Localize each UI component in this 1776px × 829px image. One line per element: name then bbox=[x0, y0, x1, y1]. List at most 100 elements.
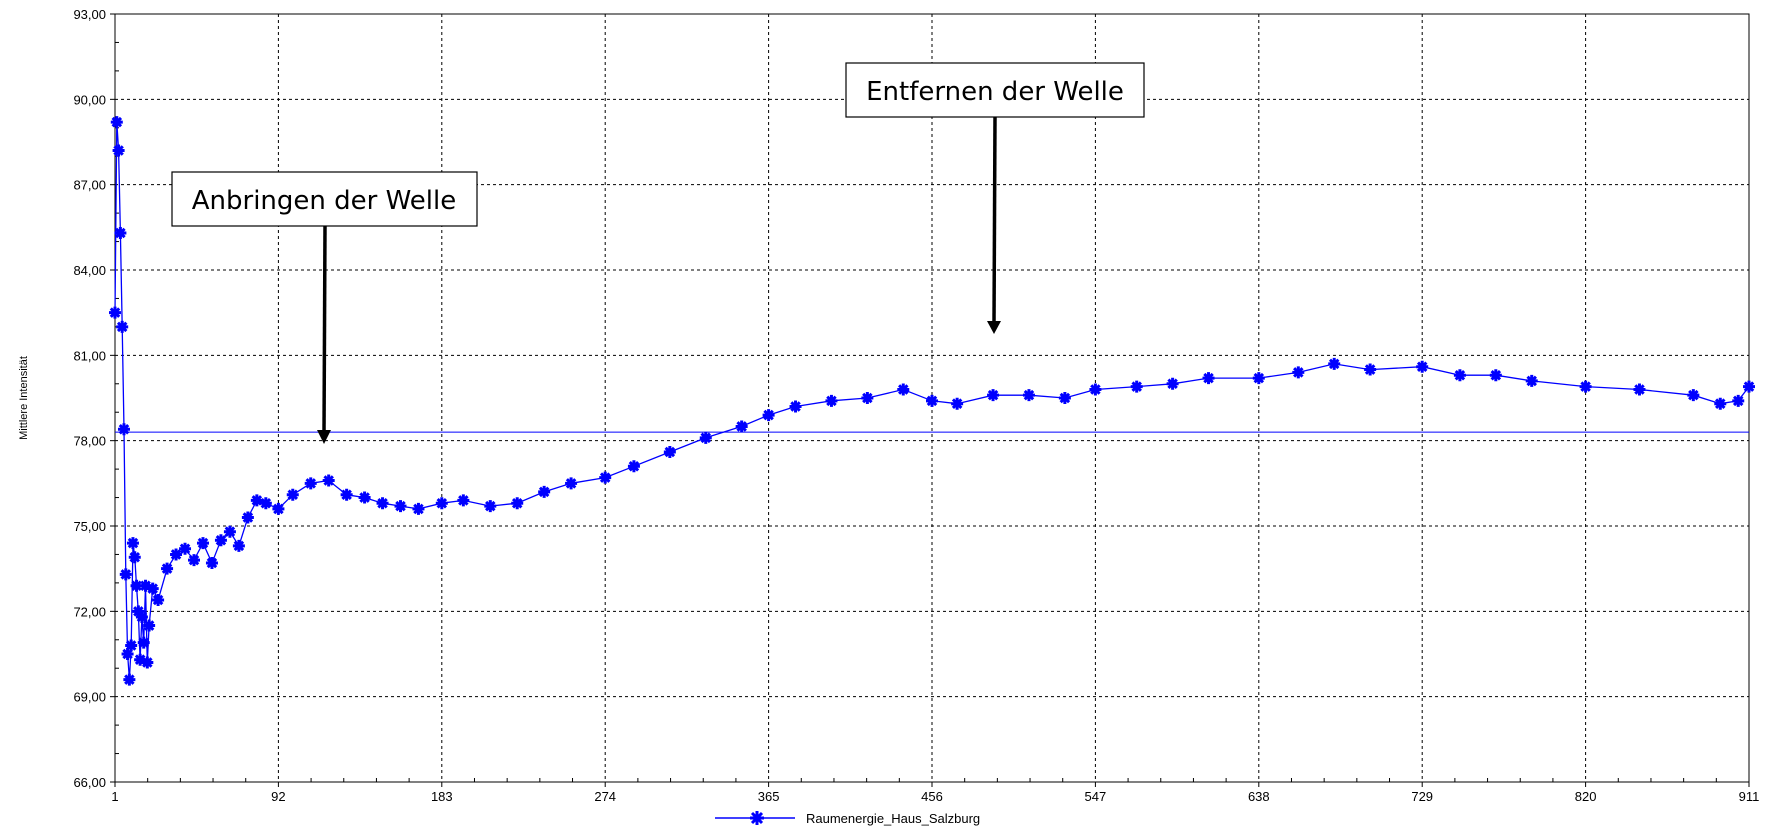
y-tick-label: 81,00 bbox=[73, 348, 106, 363]
data-point bbox=[1130, 380, 1143, 393]
x-tick-label: 547 bbox=[1085, 789, 1107, 804]
data-point bbox=[132, 605, 145, 618]
data-point bbox=[179, 542, 192, 555]
data-point bbox=[484, 500, 497, 513]
data-point bbox=[1364, 363, 1377, 376]
data-point bbox=[125, 639, 138, 652]
x-tick-label: 911 bbox=[1739, 789, 1760, 804]
x-tick-label: 820 bbox=[1575, 789, 1597, 804]
annotation-attach-arrow bbox=[322, 225, 327, 435]
data-point bbox=[825, 394, 838, 407]
data-point bbox=[394, 500, 407, 513]
data-point bbox=[1166, 377, 1179, 390]
y-tick-labels: 66,00 69,00 72,00 75,00 78,00 81,00 84,00 87,00… bbox=[73, 7, 106, 790]
data-point bbox=[259, 497, 272, 510]
y-tick-label: 75,00 bbox=[73, 519, 106, 534]
data-point bbox=[272, 502, 285, 515]
y-tick-label: 84,00 bbox=[73, 263, 106, 278]
annotation-remove-box bbox=[845, 62, 1145, 118]
series-markers bbox=[109, 116, 1755, 686]
data-point bbox=[599, 471, 612, 484]
data-point bbox=[1489, 369, 1502, 382]
data-point bbox=[112, 144, 125, 157]
data-point bbox=[1292, 366, 1305, 379]
data-point bbox=[128, 551, 141, 564]
x-tick-label: 183 bbox=[431, 789, 453, 804]
y-minor-ticks bbox=[115, 41, 119, 755]
data-point bbox=[117, 423, 130, 436]
data-point bbox=[135, 611, 148, 624]
x-tick-label: 1 bbox=[111, 789, 118, 804]
annotation-remove-arrow bbox=[992, 116, 997, 325]
data-point bbox=[358, 491, 371, 504]
data-point bbox=[286, 488, 299, 501]
data-point bbox=[141, 656, 154, 669]
annotation-attach-text: Anbringen der Welle bbox=[192, 186, 456, 216]
data-point bbox=[1579, 380, 1592, 393]
data-point bbox=[663, 446, 676, 459]
data-point bbox=[565, 477, 578, 490]
data-point bbox=[1328, 357, 1341, 370]
annotation-remove: Entfernen der Welle bbox=[845, 62, 1145, 334]
annotation-attach-arrowhead bbox=[317, 430, 331, 444]
data-point bbox=[322, 474, 335, 487]
data-point bbox=[304, 477, 317, 490]
data-point bbox=[152, 593, 165, 606]
data-point bbox=[762, 409, 775, 422]
data-point bbox=[1453, 369, 1466, 382]
x-tick-label: 274 bbox=[594, 789, 616, 804]
data-point bbox=[735, 420, 748, 433]
data-point bbox=[1416, 360, 1429, 373]
y-tick-label: 90,00 bbox=[73, 92, 106, 107]
y-tick-label: 66,00 bbox=[73, 775, 106, 790]
data-point bbox=[119, 568, 132, 581]
x-tick-label: 365 bbox=[758, 789, 780, 804]
legend-marker-icon bbox=[750, 811, 764, 825]
data-point bbox=[123, 673, 136, 686]
data-point bbox=[196, 537, 209, 550]
x-tick-label: 456 bbox=[921, 789, 943, 804]
annotation-remove-arrowhead bbox=[987, 321, 1001, 334]
data-point bbox=[627, 460, 640, 473]
data-point bbox=[1687, 389, 1700, 402]
data-point bbox=[412, 502, 425, 515]
data-point bbox=[897, 383, 910, 396]
y-axis-label: Mittlere Intensität bbox=[18, 356, 30, 440]
x-minor-ticks bbox=[147, 778, 1717, 782]
data-point bbox=[1633, 383, 1646, 396]
x-tick-label: 729 bbox=[1411, 789, 1433, 804]
data-point bbox=[538, 485, 551, 498]
data-point bbox=[241, 511, 254, 524]
data-point bbox=[139, 579, 152, 592]
data-point bbox=[146, 582, 159, 595]
data-point bbox=[110, 116, 123, 129]
data-point bbox=[789, 400, 802, 413]
data-point bbox=[1732, 394, 1745, 407]
y-tick-label: 78,00 bbox=[73, 434, 106, 449]
data-point bbox=[137, 636, 150, 649]
data-point bbox=[214, 534, 227, 547]
data-point bbox=[1743, 380, 1755, 393]
data-point bbox=[951, 397, 964, 410]
data-point bbox=[1714, 397, 1727, 410]
data-point bbox=[340, 488, 353, 501]
annotation-remove-text: Entfernen der Welle bbox=[866, 77, 1124, 107]
data-point bbox=[130, 579, 143, 592]
y-tick-label: 87,00 bbox=[73, 178, 106, 193]
x-tick-label: 92 bbox=[271, 789, 285, 804]
annotation-attach-box bbox=[171, 171, 478, 227]
data-point bbox=[134, 653, 147, 666]
y-tick-label: 69,00 bbox=[73, 690, 106, 705]
data-point bbox=[109, 306, 121, 319]
data-point bbox=[699, 431, 712, 444]
x-tick-label: 638 bbox=[1248, 789, 1270, 804]
data-point bbox=[1058, 392, 1071, 404]
annotation-attach: Anbringen der Welle bbox=[171, 171, 478, 444]
data-point bbox=[457, 494, 470, 507]
data-point bbox=[126, 537, 139, 550]
data-point bbox=[170, 548, 183, 561]
y-tick-label: 93,00 bbox=[73, 7, 106, 22]
data-point bbox=[1089, 383, 1102, 396]
data-point bbox=[205, 556, 218, 569]
